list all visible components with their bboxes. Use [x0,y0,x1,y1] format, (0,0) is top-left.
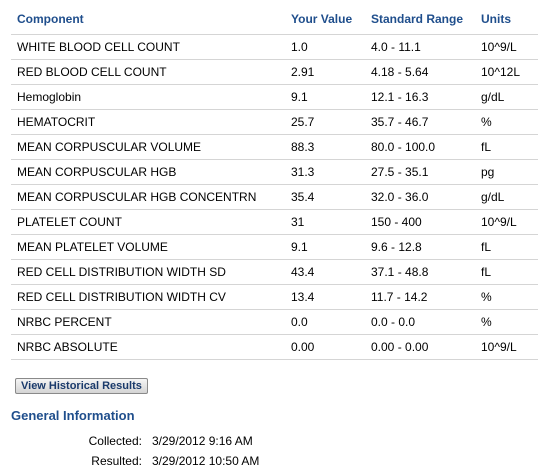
component-cell: PLATELET COUNT [11,208,285,234]
table-row: HEMATOCRIT 25.7 35.7 - 46.7% [11,108,538,134]
value-cell: 1.0 [285,33,365,59]
column-header-component: Component [17,11,84,26]
table-row: RED BLOOD CELL COUNT 2.91 4.18 - 5.64 10^12… [11,58,538,84]
table-row: MEAN CORPUSCULAR VOLUME 88.3 80.0 - 100.0 f… [11,133,538,159]
table-row: Hemoglobin 9.1 12.1 - 16.3 g/dL [11,83,538,109]
component-cell: MEAN PLATELET VOLUME [11,233,285,259]
units-cell: fL [475,233,538,259]
units-cell: g/dL [475,83,538,109]
component-cell: WHITE BLOOD CELL COUNT [11,33,285,59]
range-cell: 27.5 - 35.1 [365,158,475,184]
collected-value: 3/29/2012 9:16 AM [152,434,253,448]
units-cell: g/dL [475,183,538,209]
units-cell: % [475,283,538,309]
range-cell: 12.1 - 16.3 [365,83,475,109]
value-cell: 88.3 [285,133,365,159]
general-information-heading: General Information [11,408,135,423]
range-cell: 4.18 - 5.64 [365,58,475,84]
units-cell: 10^9/L [475,33,538,59]
value-cell: 35.4 [285,183,365,209]
table-row: WHITE BLOOD CELL COUNT 1.0 4.0 - 11.1 10^9/… [11,33,538,59]
units-cell: % [475,108,538,134]
value-cell: 0.00 [285,333,365,360]
range-cell: 35.7 - 46.7 [365,108,475,134]
resulted-label: Resulted: [91,454,142,468]
table-row: NRBC ABSOLUTE 0.00 0.00 - 0.00 10^9/L [11,333,538,360]
column-header-your-value: Your Value [291,11,353,26]
units-cell: 10^9/L [475,333,538,360]
table-row: PLATELET COUNT 31 150 - 400 10^9/L [11,208,538,234]
value-cell: 43.4 [285,258,365,284]
value-cell: 0.0 [285,308,365,334]
value-cell: 31 [285,208,365,234]
range-cell: 0.00 - 0.00 [365,333,475,360]
table-row: RED CELL DISTRIBUTION WIDTH CV 13.4 11.7 -… [11,283,538,309]
component-cell: MEAN CORPUSCULAR HGB [11,158,285,184]
table-row: MEAN PLATELET VOLUME 9.1 9.6 - 12.8 fL [11,233,538,259]
value-cell: 31.3 [285,158,365,184]
component-cell: Hemoglobin [11,83,285,109]
component-cell: MEAN CORPUSCULAR VOLUME [11,133,285,159]
view-historical-results-button[interactable]: View Historical Results [15,378,148,394]
table-row: MEAN CORPUSCULAR HGB CONCENTRN 35.4 32.0 -… [11,183,538,209]
table-row: MEAN CORPUSCULAR HGB 31.3 27.5 - 35.1 pg [11,158,538,184]
range-cell: 80.0 - 100.0 [365,133,475,159]
table-body: WHITE BLOOD CELL COUNT 1.0 4.0 - 11.1 10^9/… [11,33,538,360]
units-cell: fL [475,258,538,284]
column-header-standard-range: Standard Range [371,11,464,26]
resulted-row: Resulted: 3/29/2012 10:50 AM [0,454,543,470]
collected-label: Collected: [88,434,142,448]
units-cell: % [475,308,538,334]
component-cell: HEMATOCRIT [11,108,285,134]
component-cell: NRBC PERCENT [11,308,285,334]
units-cell: fL [475,133,538,159]
component-cell: NRBC ABSOLUTE [11,333,285,360]
range-cell: 11.7 - 14.2 [365,283,475,309]
table-header-row: Component Your Value Standard Range Unit… [11,4,538,34]
component-cell: RED BLOOD CELL COUNT [11,58,285,84]
component-cell: RED CELL DISTRIBUTION WIDTH SD [11,258,285,284]
table-row: NRBC PERCENT 0.0 0.0 - 0.0% [11,308,538,334]
table-row: RED CELL DISTRIBUTION WIDTH SD 43.4 37.1 -… [11,258,538,284]
units-cell: 10^9/L [475,208,538,234]
range-cell: 0.0 - 0.0 [365,308,475,334]
component-cell: RED CELL DISTRIBUTION WIDTH CV [11,283,285,309]
value-cell: 25.7 [285,108,365,134]
value-cell: 9.1 [285,83,365,109]
component-cell: MEAN CORPUSCULAR HGB CONCENTRN [11,183,285,209]
value-cell: 13.4 [285,283,365,309]
lab-results-table: Component Your Value Standard Range Unit… [11,4,538,360]
units-cell: pg [475,158,538,184]
range-cell: 32.0 - 36.0 [365,183,475,209]
range-cell: 150 - 400 [365,208,475,234]
value-cell: 2.91 [285,58,365,84]
range-cell: 4.0 - 11.1 [365,33,475,59]
collected-row: Collected: 3/29/2012 9:16 AM [0,434,543,452]
value-cell: 9.1 [285,233,365,259]
range-cell: 9.6 - 12.8 [365,233,475,259]
range-cell: 37.1 - 48.8 [365,258,475,284]
resulted-value: 3/29/2012 10:50 AM [152,454,260,468]
units-cell: 10^12L [475,58,538,84]
column-header-units: Units [481,11,511,26]
